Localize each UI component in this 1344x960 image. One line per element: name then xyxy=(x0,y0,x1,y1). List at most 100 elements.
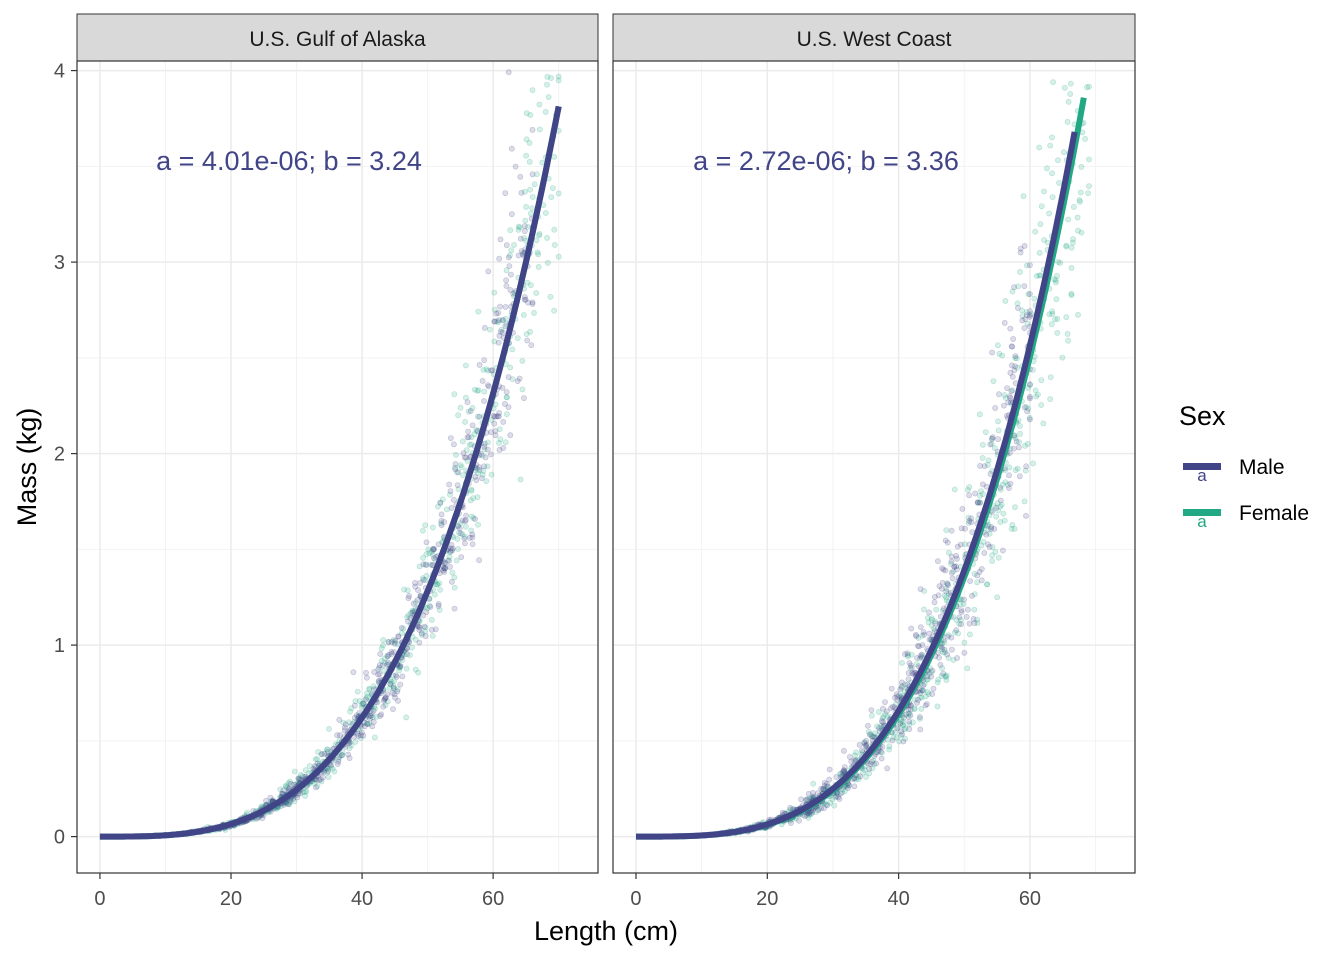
scatter-point-female xyxy=(536,231,543,237)
scatter-point-male xyxy=(472,516,478,522)
scatter-point-male xyxy=(869,733,876,740)
scatter-point-male xyxy=(355,733,362,739)
fit-line-male xyxy=(99,105,562,840)
scatter-point-female xyxy=(439,496,446,503)
scatter-point-female xyxy=(952,629,958,636)
scatter-point-female xyxy=(918,706,925,712)
scatter-point-female xyxy=(449,569,456,576)
scatter-point-female xyxy=(1086,156,1092,163)
scatter-point-female xyxy=(1052,316,1058,323)
scatter-point-female xyxy=(996,350,1003,357)
scatter-point-male xyxy=(972,490,978,497)
scatter-point-male xyxy=(948,527,955,534)
scatter-point-female xyxy=(356,728,362,734)
scatter-point-male xyxy=(968,519,975,525)
scatter-point-male xyxy=(840,767,847,774)
legend-title: Sex xyxy=(1179,401,1226,431)
scatter-point-female xyxy=(1008,525,1015,532)
scatter-point-male xyxy=(462,517,469,524)
scatter-point-male xyxy=(371,669,378,675)
x-tick-label: 60 xyxy=(1019,888,1041,910)
scatter-point-female xyxy=(931,625,937,632)
scatter-point-male xyxy=(450,441,457,448)
scatter-point-female xyxy=(534,249,541,256)
scatter-point-female xyxy=(519,386,526,393)
scatter-point-male xyxy=(894,693,901,700)
scatter-point-male xyxy=(1021,283,1028,289)
scatter-point-male xyxy=(313,777,320,783)
scatter-point-male xyxy=(384,653,391,660)
scatter-point-male xyxy=(963,614,970,620)
scatter-point-female xyxy=(1055,157,1061,164)
scatter-point-female xyxy=(840,786,846,793)
y-tick-label: 1 xyxy=(54,635,65,657)
scatter-point-female xyxy=(535,263,542,270)
scatter-point-female xyxy=(1049,308,1056,315)
scatter-point-female xyxy=(296,775,303,781)
scatter-point-male xyxy=(941,647,948,653)
scatter-point-female xyxy=(457,404,464,411)
scatter-point-female xyxy=(491,306,498,313)
scatter-point-male xyxy=(421,623,428,630)
scatter-point-female xyxy=(853,776,859,783)
scatter-point-male xyxy=(360,700,366,707)
scatter-point-female xyxy=(1054,272,1060,279)
scatter-point-female xyxy=(1020,193,1027,200)
scatter-point-female xyxy=(1030,460,1036,467)
scatter-point-female xyxy=(1037,221,1044,227)
scatter-point-male xyxy=(884,765,891,772)
scatter-point-female xyxy=(319,751,326,757)
scatter-point-female xyxy=(282,782,289,789)
scatter-point-female xyxy=(905,652,912,658)
x-tick-label: 20 xyxy=(756,888,778,910)
scatter-point-female xyxy=(401,586,407,593)
scatter-point-female xyxy=(1064,330,1071,337)
scatter-point-female xyxy=(1012,355,1019,361)
scatter-point-male xyxy=(438,511,445,518)
scatter-point-male xyxy=(1027,393,1033,400)
scatter-point-female xyxy=(548,194,555,200)
scatter-point-female xyxy=(284,784,291,791)
scatter-point-male xyxy=(517,235,524,242)
scatter-point-female xyxy=(363,720,370,727)
scatter-point-female xyxy=(1014,465,1021,472)
scatter-point-male xyxy=(997,497,1004,504)
scatter-point-female xyxy=(1076,197,1083,203)
scatter-point-female xyxy=(1055,259,1061,265)
scatter-point-male xyxy=(363,669,369,676)
scatter-point-female xyxy=(941,639,948,645)
scatter-point-male xyxy=(476,466,483,473)
y-tick-label: 2 xyxy=(54,444,65,466)
scatter-point-male xyxy=(358,729,365,736)
scatter-point-female xyxy=(928,615,935,622)
scatter-point-male xyxy=(907,712,914,719)
scatter-point-female xyxy=(470,515,477,522)
scatter-point-male xyxy=(431,546,437,553)
scatter-point-male xyxy=(899,683,905,690)
scatter-point-male xyxy=(446,481,452,488)
scatter-point-female xyxy=(920,687,927,694)
scatter-point-female xyxy=(407,652,413,658)
scatter-point-male xyxy=(930,685,937,692)
scatter-point-male xyxy=(430,545,437,552)
scatter-point-male xyxy=(487,451,494,458)
scatter-point-male xyxy=(367,715,373,722)
scatter-point-male xyxy=(316,777,323,783)
scatter-point-female xyxy=(551,226,558,233)
x-axis: 0 20 40 60 xyxy=(94,873,504,910)
scatter-point-female xyxy=(1068,264,1075,271)
scatter-point-female xyxy=(1025,291,1032,298)
scatter-point-female xyxy=(860,769,866,776)
scatter-point-male xyxy=(397,663,404,670)
scatter-point-female xyxy=(509,346,516,353)
scatter-point-male xyxy=(908,664,915,671)
scatter-point-female xyxy=(498,326,505,333)
scatter-point-female xyxy=(1053,296,1060,303)
scatter-point-male xyxy=(951,563,958,570)
scatter-point-male xyxy=(996,391,1002,398)
scatter-point-female xyxy=(950,568,957,575)
scatter-point-female xyxy=(496,426,503,432)
scatter-point-male xyxy=(415,623,422,630)
scatter-point-male xyxy=(1000,547,1006,554)
scatter-point-female xyxy=(974,579,981,586)
